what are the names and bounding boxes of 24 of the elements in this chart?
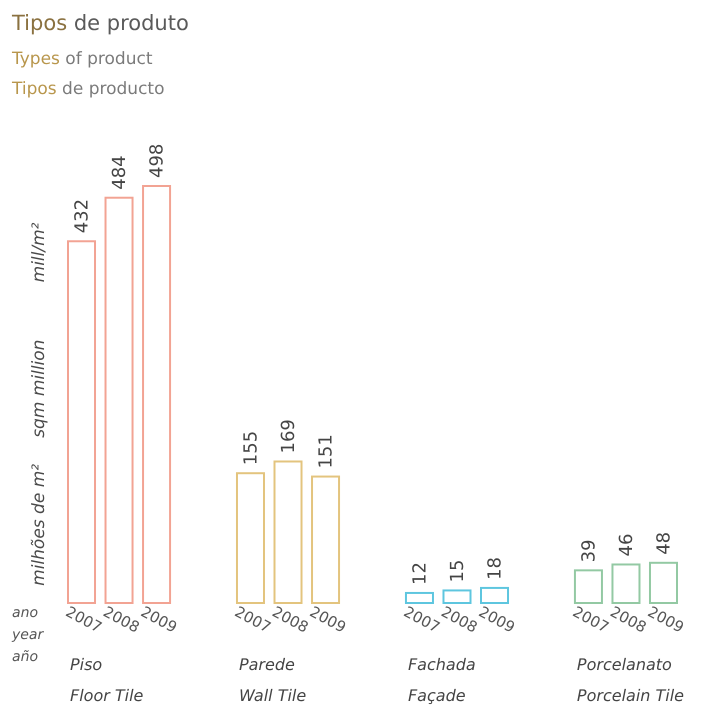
data-label: 169	[278, 419, 300, 454]
text: milhões de m² sqm million mill/m²	[29, 222, 49, 586]
data-label: 18	[484, 557, 506, 580]
x-axis-title: Porcelanato Porcelain Tile	[576, 655, 684, 705]
x-tick-label: 2009	[476, 602, 518, 636]
x-tick-label: 2009	[138, 602, 180, 636]
data-label: 39	[578, 539, 600, 562]
x-tick-label: 2009	[306, 602, 349, 636]
data-label: 155	[240, 430, 262, 466]
x-axis-title: Piso Floor Tile	[70, 655, 144, 705]
text: ano year año	[11, 605, 44, 665]
chart-subtitle: Types of product Tipos de producto	[11, 49, 164, 99]
data-label: 432	[72, 198, 93, 234]
chart-title: Tipos de produto	[11, 11, 189, 35]
data-label: 484	[109, 155, 130, 190]
data-label: 15	[446, 560, 468, 582]
data-label: 48	[653, 532, 674, 555]
x-tick-label: 2009	[644, 602, 687, 636]
x-axis-title: Parede Wall Tile	[238, 655, 306, 705]
x-axis-title: Fachada Façade	[408, 655, 476, 705]
data-label: 151	[316, 434, 337, 469]
data-label: 498	[146, 144, 168, 178]
data-label: 46	[616, 534, 637, 556]
data-label: 12	[409, 562, 430, 585]
